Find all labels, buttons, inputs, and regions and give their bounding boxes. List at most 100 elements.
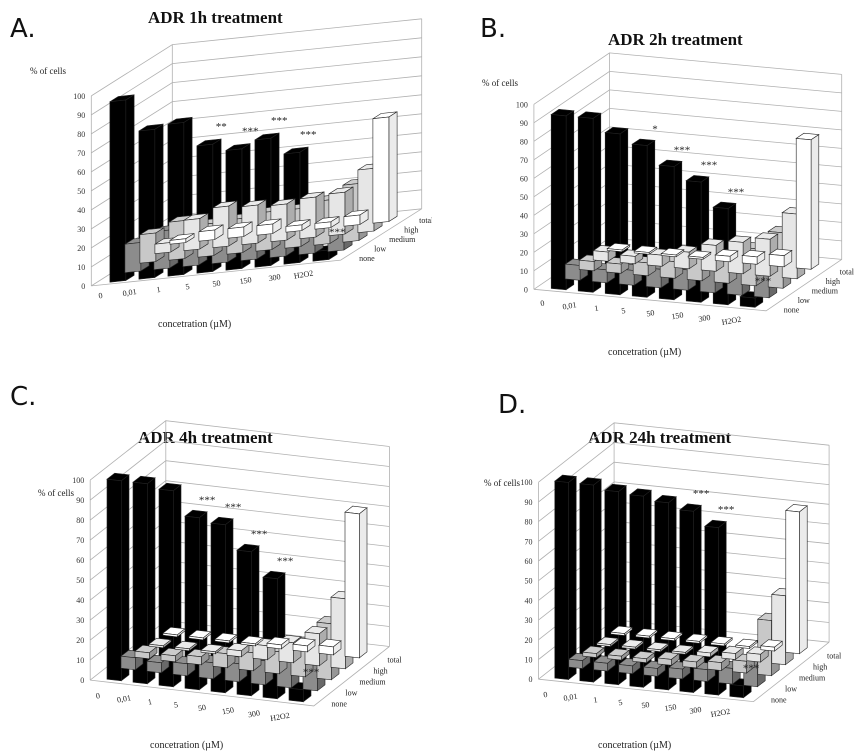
- series-label: total: [827, 651, 842, 660]
- bar-front: [198, 229, 216, 242]
- bars: [109, 94, 398, 283]
- bar-none: [184, 509, 208, 691]
- bar-front: [741, 255, 758, 265]
- y-tick-label: 90: [525, 498, 533, 507]
- bar-front: [629, 494, 644, 688]
- bar-front: [729, 684, 744, 699]
- bar-none: [109, 94, 135, 283]
- floor-edge: [90, 646, 390, 707]
- bar-front: [579, 483, 594, 683]
- bar-total: [768, 248, 793, 268]
- chart-svg: 0 10 20 30 40 50 60 70 80 90 100 *** *** *** *** *** 0 0,…: [38, 420, 402, 751]
- bar-front: [109, 99, 127, 283]
- chart-title: ADR 2h treatment: [608, 30, 743, 49]
- bar-side: [358, 507, 368, 659]
- bar-high: [174, 640, 198, 652]
- y-tick-label: 0: [529, 675, 533, 684]
- bar-front: [735, 644, 750, 649]
- gridline: [91, 18, 422, 97]
- bar-none: [579, 477, 602, 683]
- bar-total: [227, 221, 253, 239]
- bar-front: [299, 196, 317, 240]
- chart-panel-d: D. ADR 24h treatment 0 10 20 30 40 50 60 70 80 90…: [432, 378, 864, 756]
- bar-front: [668, 667, 683, 680]
- y-tick-label: 40: [77, 206, 85, 215]
- significance-annotations: ** ************: [216, 115, 346, 239]
- series-label: none: [331, 700, 347, 709]
- bar-front: [330, 596, 346, 670]
- significance-label: ***: [693, 488, 710, 500]
- bar-front: [568, 658, 583, 669]
- series-label: medium: [812, 286, 839, 295]
- bar-total: [198, 224, 224, 242]
- significance-label: ***: [728, 186, 745, 198]
- series-label: medium: [359, 678, 386, 687]
- x-tick-labels: 0 0,01 1 5 50 150 300 H2O2: [540, 299, 742, 327]
- x-tick-label: 0,01: [562, 300, 577, 311]
- y-tick-label: 100: [73, 92, 85, 101]
- bar-front: [132, 481, 148, 685]
- bar-total: [266, 636, 290, 650]
- y-axis-title: % of cells: [38, 488, 74, 498]
- bar-front: [227, 226, 245, 239]
- bar-front: [632, 657, 647, 664]
- bar-none: [550, 108, 575, 291]
- bar-front: [671, 650, 686, 655]
- bar-front: [252, 643, 268, 661]
- bar-front: [172, 661, 188, 677]
- significance-label: ***: [674, 144, 691, 156]
- y-tick-label: 50: [520, 193, 528, 202]
- bar-total: [710, 636, 733, 647]
- x-tick-label: H2O2: [270, 711, 291, 723]
- bar-total: [687, 250, 712, 260]
- significance-label: **: [216, 121, 227, 133]
- bar-side: [799, 505, 808, 655]
- chart-panel-c: C. ADR 4h treatment 0 10 20 30 40 50 60 70 80 90 1…: [0, 378, 432, 756]
- bar-high: [621, 639, 644, 650]
- bar-front: [124, 242, 142, 274]
- bar-total: [795, 132, 820, 270]
- bar-none: [158, 482, 182, 688]
- bar-front: [685, 639, 700, 644]
- bar-front: [682, 660, 697, 669]
- bar-front: [292, 643, 308, 653]
- bar-total: [660, 247, 685, 258]
- bar-front: [633, 250, 650, 255]
- gridline: [538, 422, 830, 483]
- x-tick-labels: 0 0,01 1 5 50 150 300 H2O2: [98, 269, 314, 301]
- y-tick-label: 30: [76, 616, 84, 625]
- bar-front: [746, 652, 761, 663]
- y-tick-label: 10: [520, 267, 528, 276]
- bars: [554, 474, 808, 699]
- y-tick-label: 10: [76, 656, 84, 665]
- bar-high: [671, 644, 694, 655]
- series-label: low: [785, 684, 797, 693]
- bar-total: [169, 232, 195, 245]
- y-tick-label: 100: [521, 478, 533, 487]
- bar-front: [693, 667, 708, 682]
- panel-letter: B.: [480, 14, 507, 44]
- bar-total: [372, 111, 398, 224]
- x-tick-label: 0: [540, 299, 546, 309]
- bar-total: [633, 245, 658, 255]
- floor-edge: [538, 641, 830, 703]
- bar-front: [550, 114, 567, 291]
- y-tick-label: 60: [520, 174, 528, 183]
- x-tick-label: 0,01: [116, 693, 131, 704]
- bar-total: [343, 209, 369, 227]
- bar-total: [685, 633, 708, 644]
- series-label: high: [813, 662, 827, 671]
- series-label: high: [404, 226, 418, 235]
- x-axis-title: concetration (µM): [158, 319, 231, 330]
- chart-panel-a: A. ADR 1h treatment 0 10 20 30 40 50 60 70 80 90 1…: [0, 0, 432, 378]
- bar-total: [344, 505, 368, 659]
- bar-front: [578, 259, 595, 272]
- bar-medium: [632, 650, 655, 664]
- y-tick-label: 40: [520, 211, 528, 220]
- bar-front: [372, 116, 390, 224]
- bar-front: [169, 238, 187, 245]
- panel-letter: C.: [10, 382, 37, 412]
- chart-title: ADR 24h treatment: [588, 428, 732, 447]
